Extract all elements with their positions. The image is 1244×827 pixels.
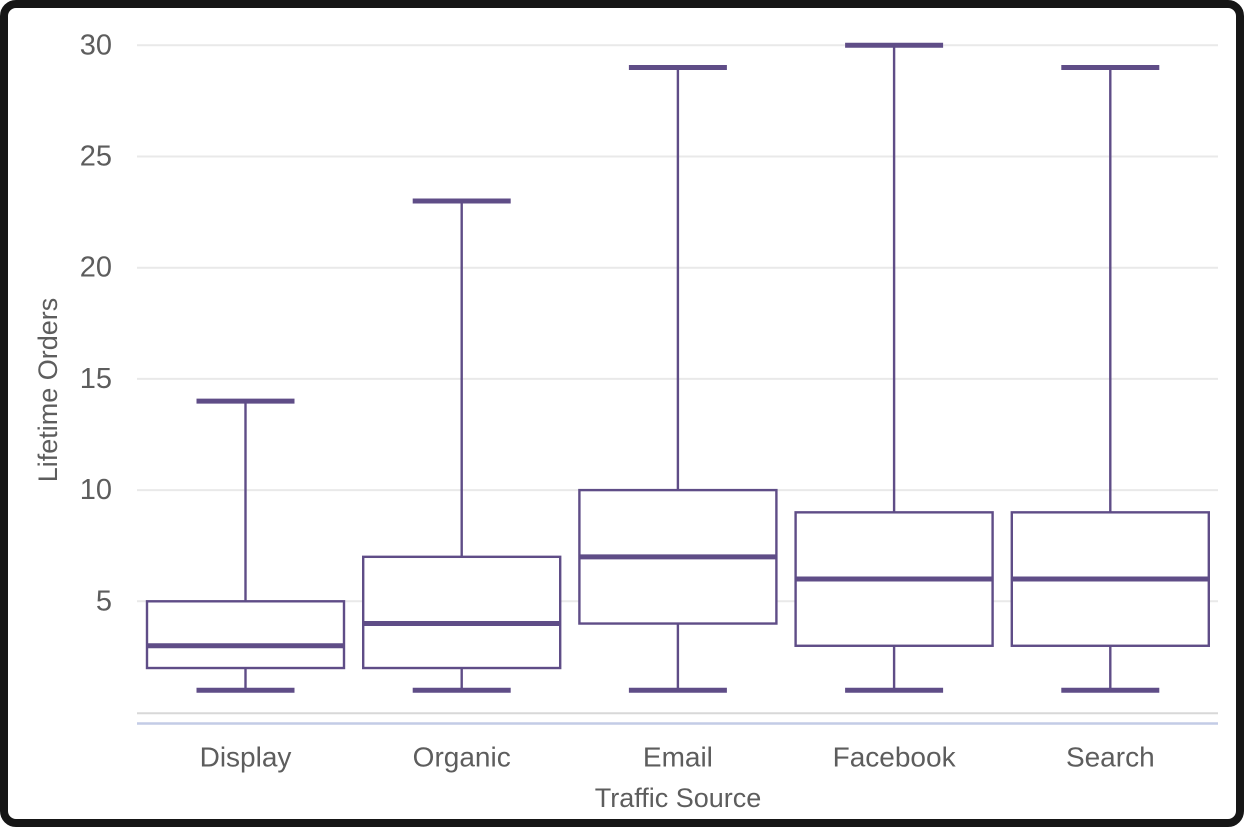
x-category-labels-layer: Display Organic Email Facebook Search	[200, 742, 1155, 773]
y-tick-labels-layer: 5 10 15 20 25 30	[80, 29, 112, 617]
category-label-organic: Organic	[413, 742, 511, 773]
box-plot-facebook[interactable]	[794, 42, 994, 693]
box-plots-layer	[145, 42, 1210, 693]
axis-baseline-layer	[137, 712, 1218, 725]
y-tick-label-10: 10	[80, 474, 112, 506]
y-tick-label-30: 30	[80, 29, 112, 61]
iqr-box-organic	[362, 555, 562, 670]
box-plot-organic[interactable]	[362, 198, 562, 693]
category-label-email: Email	[643, 742, 713, 773]
category-label-search: Search	[1066, 742, 1155, 773]
box-plot-email[interactable]	[578, 65, 778, 693]
boxplot-chart: 5 10 15 20 25 30 Display Organic Email Facebook S…	[33, 29, 1218, 813]
y-axis-title: Lifetime Orders	[33, 298, 63, 483]
iqr-box-display	[145, 600, 346, 670]
y-tick-label-20: 20	[80, 252, 112, 284]
box-plot-search[interactable]	[1010, 65, 1210, 693]
category-label-facebook: Facebook	[833, 742, 957, 773]
box-plot-display[interactable]	[145, 398, 346, 693]
x-axis-title: Traffic Source	[595, 783, 762, 813]
y-tick-label-15: 15	[80, 363, 112, 395]
y-tick-label-5: 5	[96, 585, 112, 617]
y-tick-label-25: 25	[80, 141, 112, 173]
category-label-display: Display	[200, 742, 292, 773]
